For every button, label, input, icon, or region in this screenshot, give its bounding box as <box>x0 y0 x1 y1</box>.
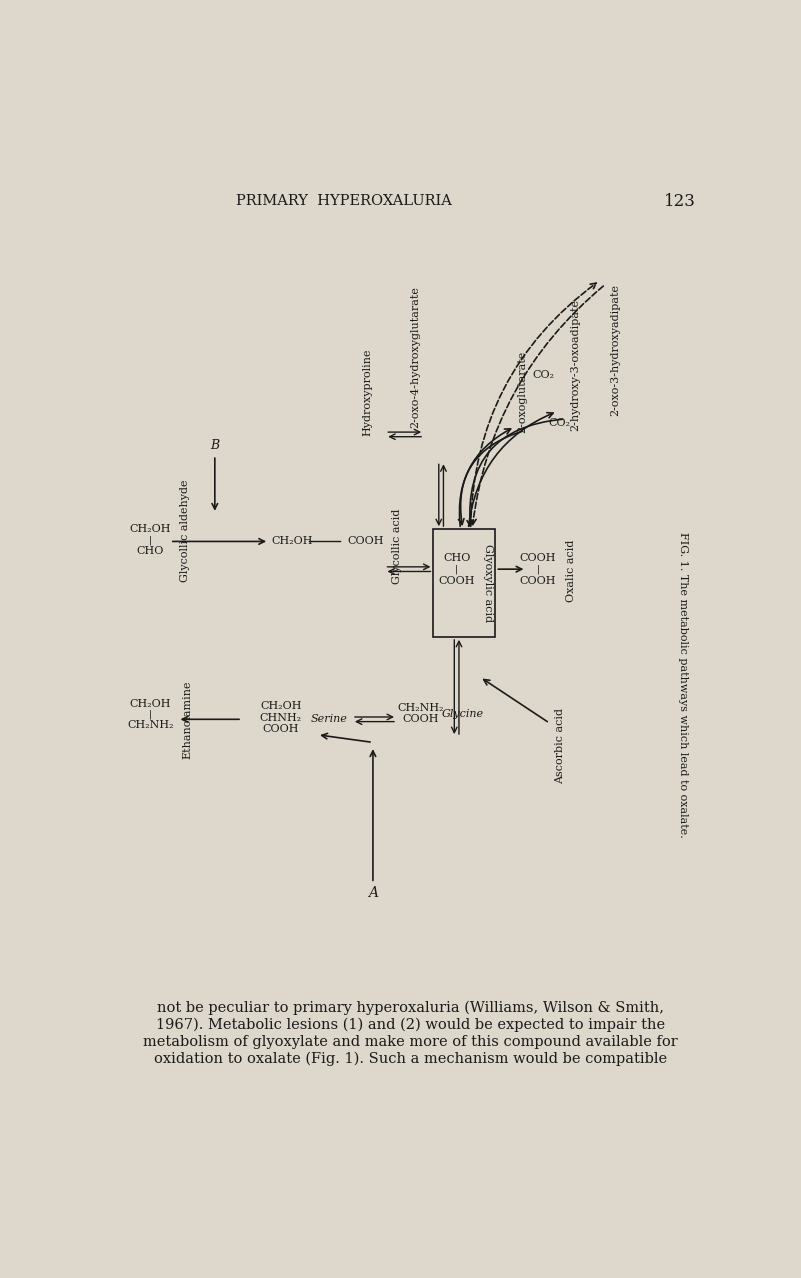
Text: not be peculiar to primary hyperoxaluria (Williams, Wilson & Smith,: not be peculiar to primary hyperoxaluria… <box>157 1001 663 1015</box>
Text: CHO: CHO <box>443 552 470 562</box>
Text: Glycollic acid: Glycollic acid <box>392 509 402 584</box>
Text: COOH: COOH <box>520 552 556 562</box>
Text: CH₂OH: CH₂OH <box>260 702 301 712</box>
Text: CH₂OH: CH₂OH <box>130 699 171 709</box>
Text: |: | <box>149 535 152 544</box>
Text: COOH: COOH <box>402 714 438 725</box>
Text: FIG. 1. The metabolic pathways which lead to oxalate.: FIG. 1. The metabolic pathways which lea… <box>678 532 688 837</box>
Text: CH₂NH₂: CH₂NH₂ <box>397 703 444 713</box>
Text: oxidation to oxalate (Fig. 1). Such a mechanism would be compatible: oxidation to oxalate (Fig. 1). Such a me… <box>154 1052 666 1066</box>
Text: |: | <box>149 711 152 720</box>
Text: 123: 123 <box>664 193 696 210</box>
Text: CHNH₂: CHNH₂ <box>260 713 302 723</box>
Text: Oxalic acid: Oxalic acid <box>566 539 577 602</box>
Text: 2-oxoglutarate: 2-oxoglutarate <box>517 351 528 433</box>
Text: 2-oxo-3-hydroxyadipate: 2-oxo-3-hydroxyadipate <box>610 284 621 415</box>
Text: Glyoxylic acid: Glyoxylic acid <box>483 544 493 622</box>
Text: Ascorbic acid: Ascorbic acid <box>555 708 565 785</box>
Bar <box>433 529 495 636</box>
Text: COOH: COOH <box>520 575 556 585</box>
Text: CH₂OH: CH₂OH <box>130 524 171 534</box>
Text: COOH: COOH <box>438 575 475 585</box>
Text: metabolism of glyoxylate and make more of this compound available for: metabolism of glyoxylate and make more o… <box>143 1035 678 1049</box>
Text: Hydroxyproline: Hydroxyproline <box>363 349 372 436</box>
Text: Ethanolamine: Ethanolamine <box>183 680 193 759</box>
Text: 1967). Metabolic lesions (1) and (2) would be expected to impair the: 1967). Metabolic lesions (1) and (2) wou… <box>155 1017 665 1033</box>
Text: CO₂: CO₂ <box>548 418 570 428</box>
Text: |: | <box>537 565 540 574</box>
Text: A: A <box>368 886 378 900</box>
Text: Serine: Serine <box>310 714 347 725</box>
Text: PRIMARY  HYPEROXALURIA: PRIMARY HYPEROXALURIA <box>236 194 453 208</box>
Text: Glycollic aldehyde: Glycollic aldehyde <box>180 479 191 581</box>
Text: COOH: COOH <box>347 537 384 547</box>
Text: CHO: CHO <box>137 546 164 556</box>
Text: CH₂NH₂: CH₂NH₂ <box>127 721 174 731</box>
Text: |: | <box>455 565 458 574</box>
Text: B: B <box>210 440 219 452</box>
Text: Glycine: Glycine <box>442 709 484 720</box>
Text: 2-oxo-4-hydroxyglutarate: 2-oxo-4-hydroxyglutarate <box>411 286 421 428</box>
Text: COOH: COOH <box>263 725 299 735</box>
Text: CO₂: CO₂ <box>533 371 554 380</box>
Text: 2-hydroxy-3-oxoadipate: 2-hydroxy-3-oxoadipate <box>570 299 580 431</box>
Text: CH₂OH: CH₂OH <box>272 537 313 547</box>
